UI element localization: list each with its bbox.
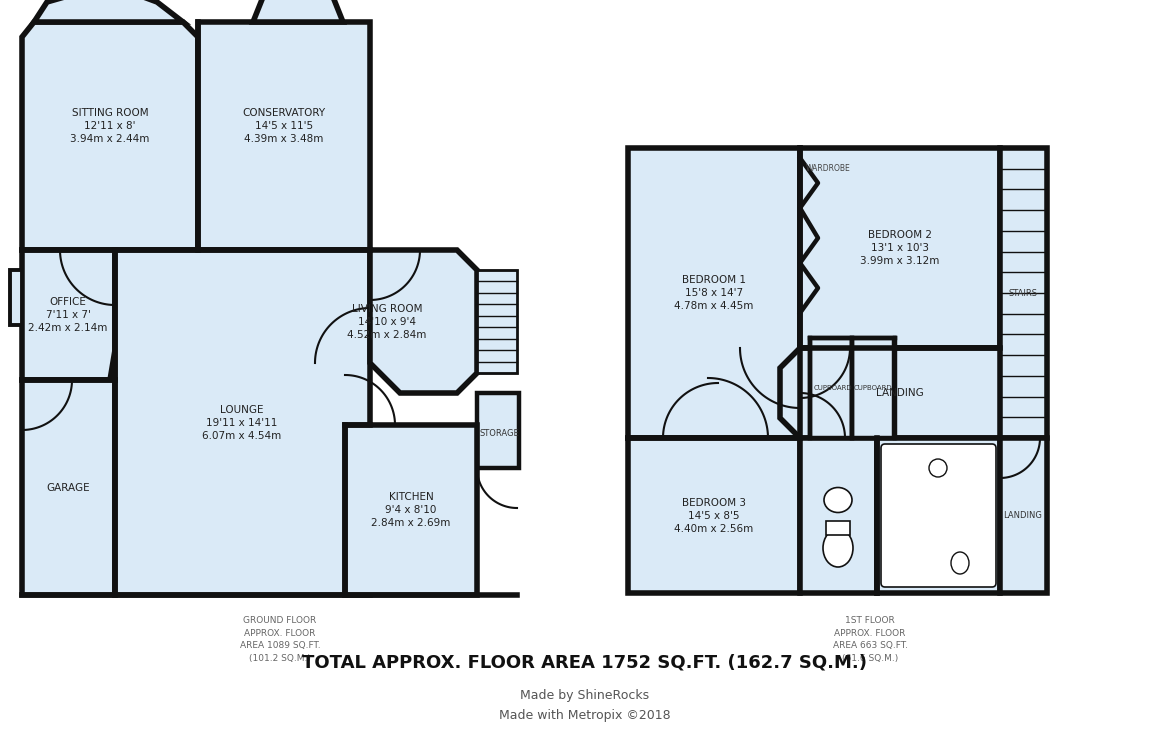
Bar: [477, 393, 519, 468]
Text: BEDROOM 2
13'1 x 10'3
3.99m x 3.12m: BEDROOM 2 13'1 x 10'3 3.99m x 3.12m: [860, 230, 940, 266]
Polygon shape: [198, 22, 370, 250]
Text: Made by ShineRocks: Made by ShineRocks: [521, 688, 649, 702]
Bar: [1000, 148, 1047, 438]
Text: LANDING: LANDING: [876, 388, 924, 398]
Text: CUPBOARD: CUPBOARD: [854, 385, 893, 391]
Polygon shape: [34, 0, 183, 22]
Polygon shape: [345, 425, 477, 595]
Polygon shape: [22, 22, 198, 250]
Text: BEDROOM 1
15'8 x 14'7
4.78m x 4.45m: BEDROOM 1 15'8 x 14'7 4.78m x 4.45m: [674, 275, 753, 311]
Polygon shape: [370, 250, 477, 393]
Text: CUPBOARD: CUPBOARD: [813, 385, 852, 391]
Bar: [628, 438, 800, 593]
Text: KITCHEN
9'4 x 8'10
2.84m x 2.69m: KITCHEN 9'4 x 8'10 2.84m x 2.69m: [371, 491, 450, 528]
Text: OFFICE
7'11 x 7'
2.42m x 2.14m: OFFICE 7'11 x 7' 2.42m x 2.14m: [28, 297, 108, 333]
Polygon shape: [22, 380, 115, 595]
Bar: [800, 438, 878, 593]
Text: LANDING: LANDING: [1004, 512, 1042, 521]
Polygon shape: [477, 270, 517, 373]
Bar: [11, 270, 22, 325]
Text: SITTING ROOM
12'11 x 8'
3.94m x 2.44m: SITTING ROOM 12'11 x 8' 3.94m x 2.44m: [70, 108, 150, 144]
FancyBboxPatch shape: [881, 444, 996, 587]
Bar: [878, 438, 1000, 593]
Ellipse shape: [824, 488, 852, 512]
Text: LOUNGE
19'11 x 14'11
6.07m x 4.54m: LOUNGE 19'11 x 14'11 6.07m x 4.54m: [202, 405, 282, 441]
Text: LIVING ROOM
14'10 x 9'4
4.52m x 2.84m: LIVING ROOM 14'10 x 9'4 4.52m x 2.84m: [347, 304, 427, 340]
Text: STORAGE: STORAGE: [480, 429, 518, 438]
Text: GARAGE: GARAGE: [46, 483, 90, 493]
Polygon shape: [253, 0, 343, 22]
Polygon shape: [780, 348, 1020, 438]
Bar: [852, 338, 894, 438]
Text: Made with Metropix ©2018: Made with Metropix ©2018: [500, 708, 670, 722]
Text: GROUND FLOOR
APPROX. FLOOR
AREA 1089 SQ.FT.
(101.2 SQ.M.): GROUND FLOOR APPROX. FLOOR AREA 1089 SQ.…: [240, 616, 321, 663]
Text: TOTAL APPROX. FLOOR AREA 1752 SQ.FT. (162.7 SQ.M.): TOTAL APPROX. FLOOR AREA 1752 SQ.FT. (16…: [303, 654, 867, 672]
Bar: [800, 148, 1000, 348]
Text: 1ST FLOOR
APPROX. FLOOR
AREA 663 SQ.FT.
(61.6 SQ.M.): 1ST FLOOR APPROX. FLOOR AREA 663 SQ.FT. …: [833, 616, 908, 663]
Text: STAIRS: STAIRS: [1009, 289, 1038, 298]
Text: WARDROBE: WARDROBE: [806, 164, 851, 173]
Bar: [628, 148, 800, 438]
Text: BEDROOM 3
14'5 x 8'5
4.40m x 2.56m: BEDROOM 3 14'5 x 8'5 4.40m x 2.56m: [674, 498, 753, 534]
Ellipse shape: [929, 459, 947, 477]
Bar: [1000, 438, 1047, 593]
Bar: [810, 338, 852, 438]
Bar: [826, 521, 849, 535]
Text: CONSERVATORY
14'5 x 11'5
4.39m x 3.48m: CONSERVATORY 14'5 x 11'5 4.39m x 3.48m: [242, 108, 325, 144]
Polygon shape: [115, 250, 370, 595]
Polygon shape: [22, 250, 115, 380]
Ellipse shape: [951, 552, 969, 574]
Ellipse shape: [823, 529, 853, 567]
